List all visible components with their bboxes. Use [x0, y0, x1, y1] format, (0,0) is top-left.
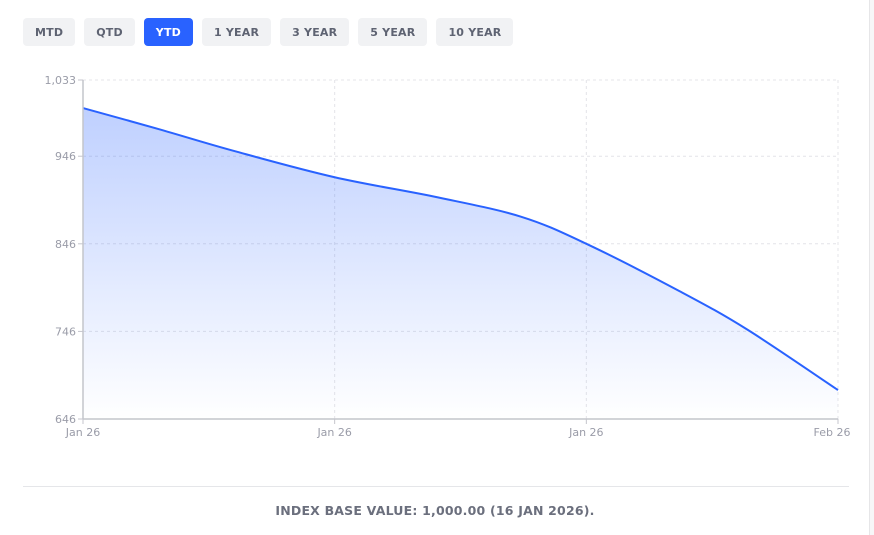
y-tick-label: 946 [55, 150, 76, 163]
range-selector: MTD QTD YTD 1 YEAR 3 YEAR 5 YEAR 10 YEAR [23, 18, 514, 46]
y-tick-label: 746 [55, 325, 76, 338]
divider [23, 486, 849, 487]
range-button-qtd[interactable]: QTD [84, 18, 135, 46]
y-tick-label: 846 [55, 238, 76, 251]
range-button-ytd[interactable]: YTD [143, 18, 193, 46]
scrollbar[interactable] [869, 0, 874, 535]
area-fill [83, 108, 838, 419]
range-button-3-year[interactable]: 3 YEAR [280, 18, 350, 46]
range-button-10-year[interactable]: 10 YEAR [436, 18, 514, 46]
index-base-note: INDEX BASE VALUE: 1,000.00 (16 JAN 2026)… [275, 503, 595, 518]
y-tick-label: 646 [55, 413, 76, 426]
y-tick-label: 1,033 [45, 74, 77, 87]
series-line [82, 107, 839, 391]
index-chart[interactable]: 1,033 946 846 746 646 Jan 26 Jan 26 Jan 26 Feb 2… [0, 60, 874, 450]
range-button-mtd[interactable]: MTD [23, 18, 76, 46]
x-tick-label: Jan 26 [568, 426, 603, 439]
x-tick-label: Jan 26 [65, 426, 100, 439]
x-tick-label: Jan 26 [316, 426, 351, 439]
x-tick-label: Feb 26 [814, 426, 851, 439]
range-button-5-year[interactable]: 5 YEAR [358, 18, 428, 46]
range-button-1-year[interactable]: 1 YEAR [201, 18, 272, 46]
